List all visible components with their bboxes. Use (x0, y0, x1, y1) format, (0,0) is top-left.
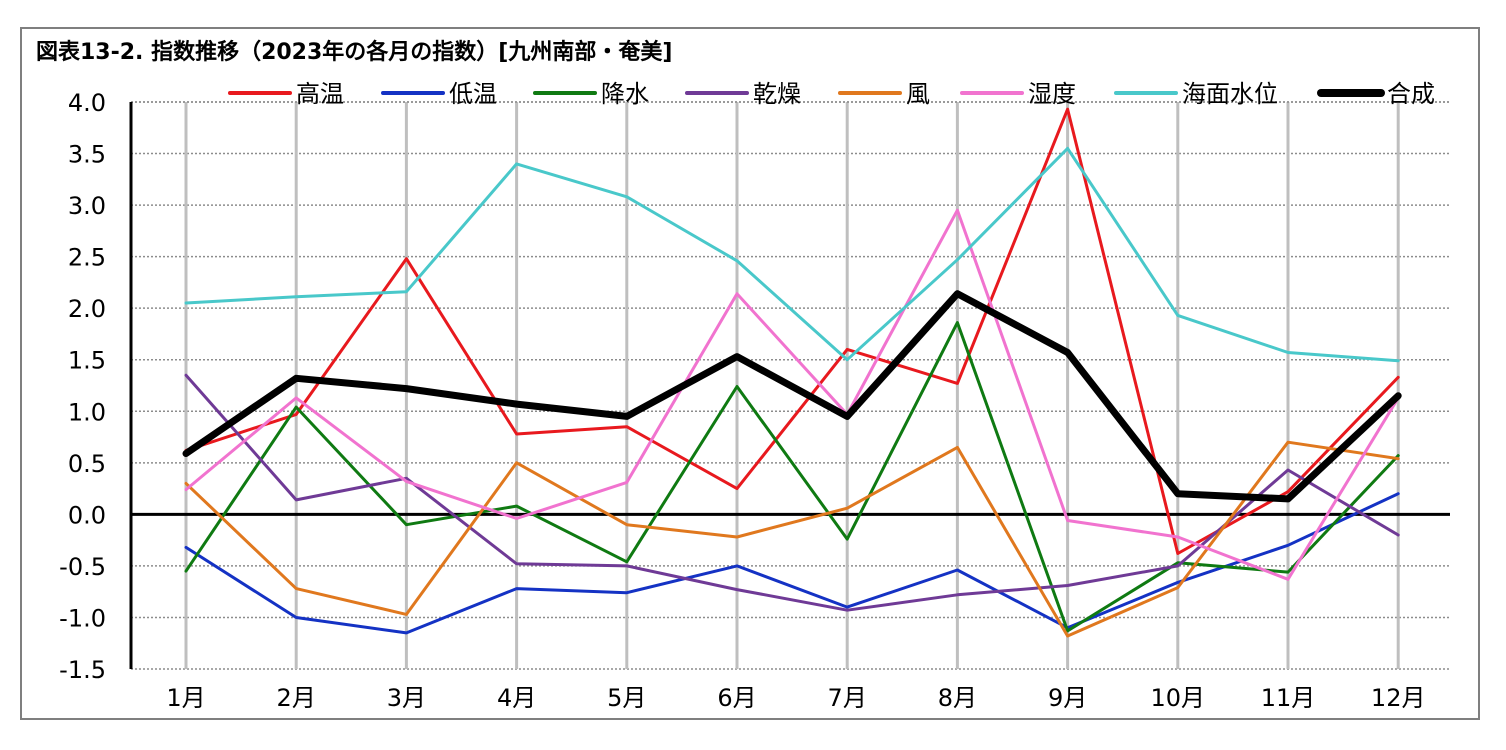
chart-frame (20, 27, 1480, 720)
x-tick-label: 2月 (277, 684, 316, 712)
legend: 高温 低温 降水 乾燥 風 湿度 海面水位 合成 (228, 80, 1435, 108)
x-tick-label: 11月 (1261, 684, 1316, 712)
series-line-4 (184, 373, 1400, 612)
y-tick-label: 1.5 (68, 347, 106, 375)
x-tick-label: 4月 (497, 684, 536, 712)
y-tick-label: 4.0 (68, 89, 106, 117)
y-tick-label: -1.5 (59, 656, 106, 684)
legend-label: 降水 (601, 80, 649, 108)
legend-label: 湿度 (1028, 80, 1076, 108)
x-tick-label: 1月 (166, 684, 205, 712)
legend-label: 合成 (1387, 80, 1435, 108)
legend-label: 乾燥 (753, 80, 801, 108)
y-tick-label: -0.5 (59, 553, 106, 581)
series-line-7 (184, 146, 1400, 363)
x-tick-label: 7月 (828, 684, 867, 712)
legend-label: 高温 (296, 80, 344, 108)
legend-label: 風 (906, 80, 930, 108)
series-line-5 (184, 440, 1400, 638)
series-line-8 (182, 290, 1402, 503)
x-tick-label: 9月 (1048, 684, 1087, 712)
y-tick-label: 2.5 (68, 244, 106, 272)
x-tick-label: 12月 (1371, 684, 1426, 712)
x-tick-label: 6月 (717, 684, 756, 712)
x-tick-label: 5月 (607, 684, 646, 712)
series-line-6 (184, 208, 1400, 581)
x-tick-label: 3月 (387, 684, 426, 712)
x-tick-label: 10月 (1151, 684, 1206, 712)
series-line-2 (184, 492, 1400, 635)
x-tick-label: 8月 (938, 684, 977, 712)
legend-label: 海面水位 (1182, 80, 1278, 108)
series-line-3 (184, 321, 1400, 633)
y-tick-label: 2.0 (68, 295, 106, 323)
y-tick-label: 3.5 (68, 141, 106, 169)
y-tick-label: 1.0 (68, 398, 106, 426)
series-lines (182, 107, 1402, 638)
legend-label: 低温 (449, 80, 497, 108)
y-tick-label: 0.5 (68, 450, 106, 478)
y-tick-label: 0.0 (68, 501, 106, 529)
chart-title: 図表13-2. 指数推移（2023年の各月の指数）[九州南部・奄美] (36, 40, 673, 65)
axes: 4.0 3.5 3.0 2.5 2.0 1.5 1.0 0.5 0.0 -0.5 -1.0 -1.5 1… (59, 89, 1450, 712)
y-tick-label: 3.0 (68, 192, 106, 220)
y-tick-label: -1.0 (59, 604, 106, 632)
